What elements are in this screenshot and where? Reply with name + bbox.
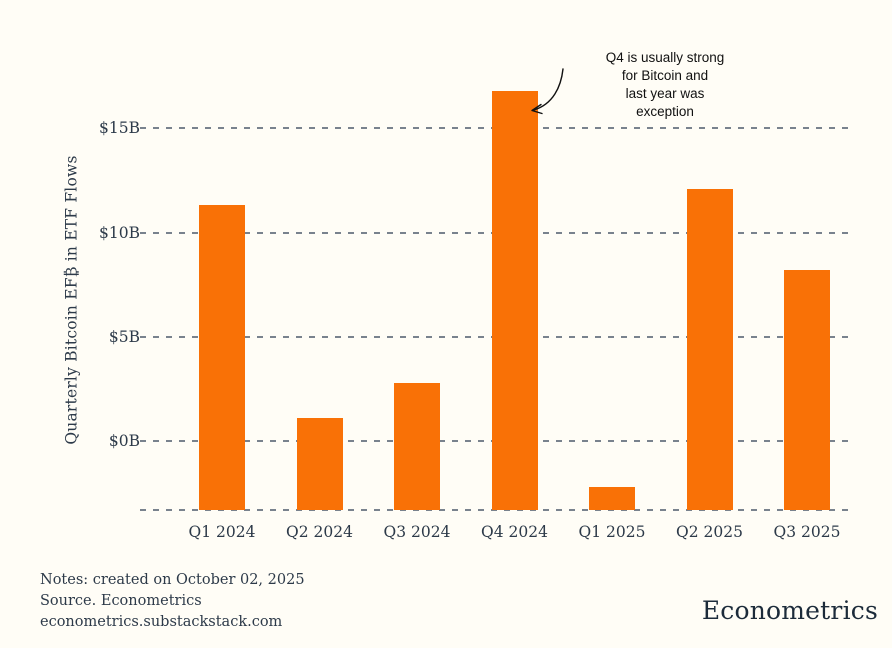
annotation-line: for Bitcoin and (621, 68, 709, 83)
bar-q3-2024 (394, 382, 440, 510)
x-tick-label-q4-2024: Q4 2024 (481, 523, 548, 541)
bar-q2-2025 (686, 188, 733, 510)
bar-q1-2025 (589, 486, 635, 510)
x-tick-label-q1-2024: Q1 2024 (188, 523, 256, 541)
x-tick-label-q2-2025: Q2 2025 (676, 523, 743, 541)
footer-url-line: econometrics.substackstack.com (40, 614, 283, 630)
footer-source-line: Source. Econometrics (40, 593, 202, 609)
x-tick-label-q3-2025: Q3 2025 (773, 523, 841, 541)
y-tick-label--0b: $0B (108, 432, 140, 450)
annotation-arrow-icon (531, 68, 564, 115)
footer-notes-line: Notes: created on October 02, 2025 (40, 572, 305, 588)
bar-q2-2024 (296, 418, 343, 510)
x-tick-label-q1-2025: Q1 2025 (578, 523, 646, 541)
annotation-line: exception (636, 104, 694, 119)
annotation-line: last year was (625, 86, 705, 101)
y-tick-label--5b: $5B (108, 327, 140, 346)
y-tick-label--10b: $10B (99, 223, 140, 242)
y-axis-label: Quarterly Bitcoin EF₿ in ETF Flows (62, 155, 81, 445)
bar-q1-2024 (199, 205, 245, 510)
bar-q3-2025 (784, 270, 830, 510)
axis-baseline (140, 508, 855, 511)
x-tick-label-q3-2024: Q3 2024 (383, 523, 451, 541)
brand-wordmark: Econometrics (701, 596, 878, 625)
x-tick-label-q2-2024: Q2 2024 (286, 523, 353, 541)
annotation-line: Q4 is usually strong (605, 50, 725, 65)
bar-q4-2024 (491, 90, 538, 510)
y-tick-label--15b: $15B (99, 119, 140, 138)
footer-notes: Notes: created on October 02, 2025 Sourc… (40, 570, 305, 633)
annotation-text: Q4 is usually strong for Bitcoin and last … (575, 49, 755, 121)
